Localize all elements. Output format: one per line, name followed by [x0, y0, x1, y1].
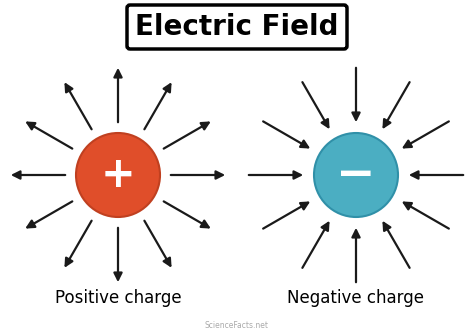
Text: ScienceFacts.net: ScienceFacts.net — [205, 321, 269, 330]
Text: Negative charge: Negative charge — [288, 289, 425, 307]
FancyBboxPatch shape — [127, 5, 347, 49]
Circle shape — [314, 133, 398, 217]
Text: Electric Field: Electric Field — [135, 13, 339, 41]
Circle shape — [76, 133, 160, 217]
Text: −: − — [336, 152, 376, 198]
Text: +: + — [100, 154, 136, 196]
Text: Positive charge: Positive charge — [55, 289, 182, 307]
